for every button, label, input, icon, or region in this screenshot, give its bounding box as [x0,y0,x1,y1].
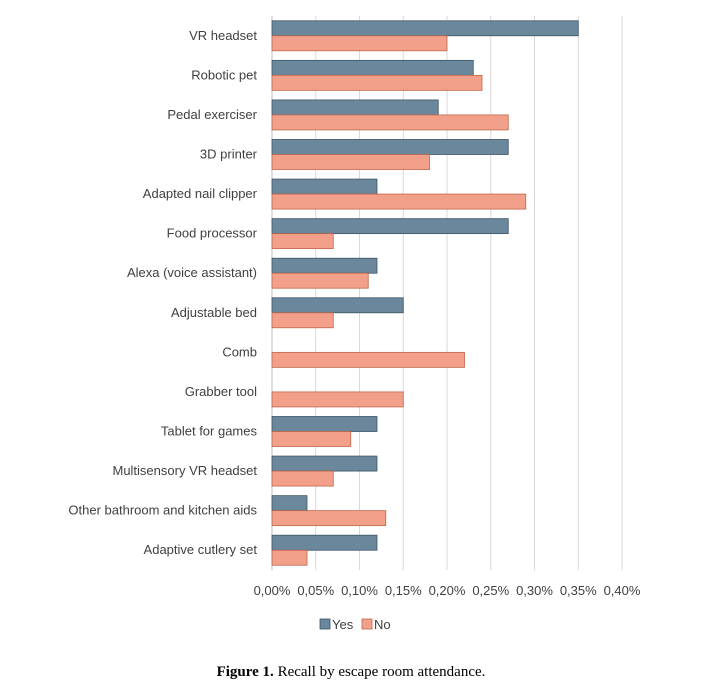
category-label: Pedal exerciser [167,107,257,122]
bar-no [271,431,352,447]
bar-no [271,272,369,289]
legend-label-no: No [374,617,391,632]
bar-yes [271,99,439,116]
bar-yes [271,257,378,274]
x-tick-label: 0,40% [604,583,641,598]
category-label: Tablet for games [161,424,258,439]
caption-text: Recall by escape room attendance. [277,664,486,680]
category-label: Alexa (voice assistant) [127,265,257,280]
bar-yes [271,20,579,37]
category-label: Other bathroom and kitchen aids [68,503,257,518]
category-label: Grabber tool [185,384,257,399]
category-label: VR headset [189,28,257,43]
bar-no [271,391,404,408]
category-label: Adjustable bed [171,305,257,320]
bar-no [271,154,430,170]
bars [271,20,579,566]
bar-no [271,549,308,566]
legend-label-yes: Yes [332,617,354,632]
bar-no [271,114,509,131]
category-labels: VR headset Robotic pet Pedal exerciser 3D p… [68,28,257,557]
x-tick-label: 0,35% [560,583,597,598]
legend-swatch-yes [319,618,331,630]
bar-no [271,510,387,527]
bar-no [271,312,334,329]
bar-no [271,351,465,368]
category-label: 3D printer [200,147,258,162]
bar-yes [271,416,378,432]
category-label: Adaptive cutlery set [144,542,258,557]
category-label: Food processor [167,226,258,241]
category-label: Comb [222,344,257,359]
x-tick-labels: 0,00% 0,05% 0,10% 0,15% 0,20% 0,25% 0,30% 0,35%… [254,583,641,598]
bar-yes [271,178,378,195]
x-tick-label: 0,30% [516,583,553,598]
bar-yes [271,139,509,155]
category-label: Robotic pet [191,67,257,82]
category-label: Multisensory VR headset [112,463,257,478]
bar-yes [271,534,378,551]
bar-no [271,74,483,91]
x-tick-label: 0,25% [472,583,509,598]
bar-no [271,233,334,250]
bar-no [271,193,527,210]
legend: Yes No [319,617,391,632]
figure-caption: Figure 1. Recall by escape room attendan… [0,664,702,681]
x-tick-label: 0,20% [429,583,466,598]
x-tick-label: 0,05% [297,583,334,598]
bar-yes [271,297,404,314]
x-tick-label: 0,15% [385,583,422,598]
bar-no [271,470,334,487]
bar-yes [271,218,509,235]
category-label: Adapted nail clipper [143,186,258,201]
bar-yes [271,495,308,512]
bar-no [271,35,448,52]
x-tick-label: 0,00% [254,583,291,598]
legend-swatch-no [361,618,373,630]
bar-chart: VR headset Robotic pet Pedal exerciser 3D p… [68,16,641,632]
caption-label: Figure 1. [216,664,274,680]
gridlines [271,16,623,570]
bar-yes [271,455,378,472]
x-tick-label: 0,10% [341,583,378,598]
bar-yes [271,59,474,76]
